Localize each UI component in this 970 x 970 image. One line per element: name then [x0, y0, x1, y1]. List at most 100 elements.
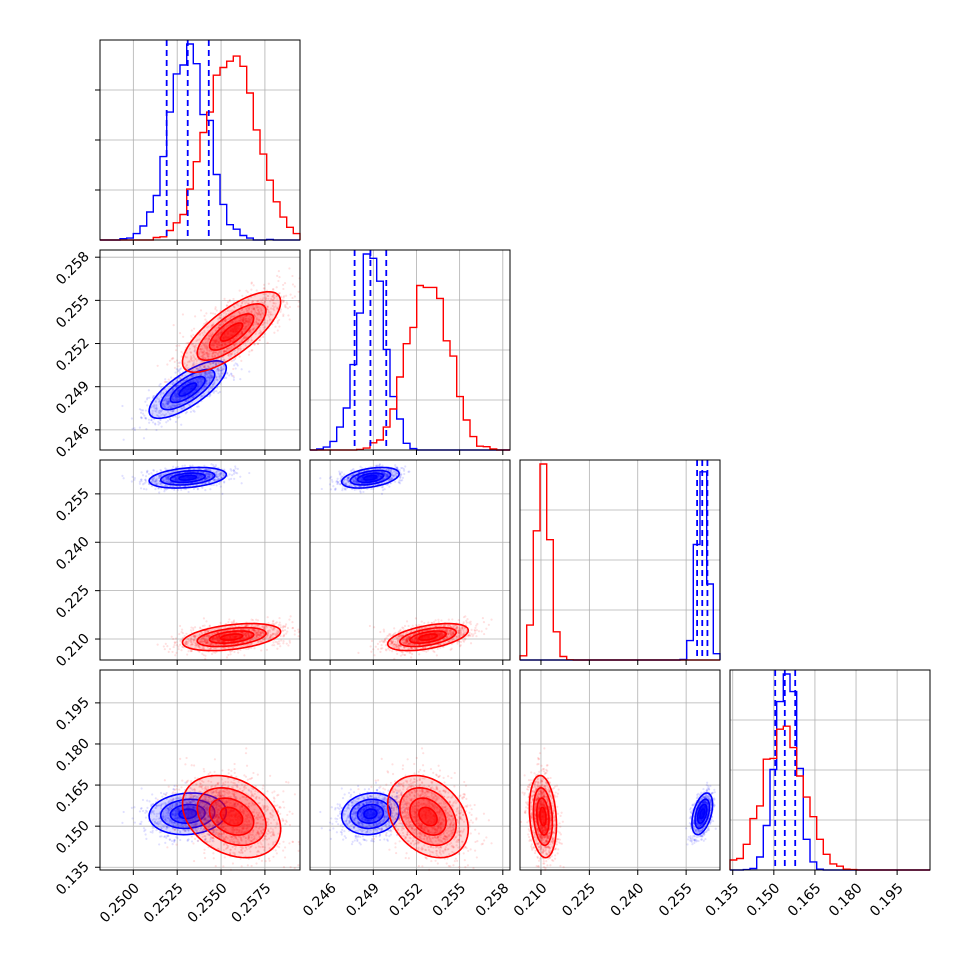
- scatter-point: [230, 469, 233, 472]
- scatter-point: [232, 367, 235, 371]
- scatter-point: [181, 632, 185, 635]
- scatter-point: [174, 396, 177, 399]
- scatter-point: [279, 310, 282, 313]
- scatter-point: [167, 401, 170, 404]
- scatter-point: [275, 286, 278, 289]
- scatter-point: [205, 381, 208, 385]
- scatter-point: [236, 467, 239, 470]
- scatter-point: [178, 369, 181, 372]
- scatter-point: [239, 475, 242, 478]
- scatter-point: [205, 380, 208, 383]
- scatter-point: [210, 374, 214, 378]
- scatter-point: [209, 374, 212, 377]
- scatter-point: [285, 632, 288, 635]
- scatter-point: [164, 378, 167, 381]
- scatter-point: [178, 415, 181, 419]
- panel-3-2: [520, 670, 720, 870]
- scatter-point: [175, 651, 178, 654]
- scatter-point: [183, 379, 186, 382]
- scatter-point: [193, 380, 196, 383]
- scatter-point: [153, 403, 156, 406]
- scatter-point: [276, 320, 279, 323]
- scatter-point: [277, 623, 280, 626]
- scatter-point: [163, 380, 166, 383]
- scatter-point: [282, 287, 285, 291]
- panel-2-2: [520, 460, 720, 660]
- scatter-point: [153, 404, 156, 407]
- scatter-point: [266, 341, 269, 344]
- scatter-point: [266, 616, 269, 619]
- scatter-point: [180, 488, 183, 492]
- scatter-point: [201, 486, 204, 490]
- scatter-point: [189, 410, 193, 413]
- scatter-point: [214, 307, 217, 311]
- scatter-point: [203, 624, 206, 627]
- scatter-point: [225, 376, 228, 379]
- scatter-point: [148, 396, 151, 399]
- scatter-point: [210, 376, 213, 379]
- scatter-point: [159, 409, 162, 412]
- scatter-point: [178, 388, 181, 392]
- scatter-point: [144, 400, 147, 403]
- scatter-point: [174, 393, 178, 397]
- scatter-point: [211, 312, 215, 315]
- scatter-point: [154, 407, 158, 410]
- scatter-point: [238, 355, 241, 358]
- scatter-point: [187, 394, 190, 397]
- scatter-point: [218, 390, 222, 394]
- scatter-point: [184, 412, 187, 415]
- scatter-point: [170, 413, 173, 416]
- scatter-point: [159, 469, 163, 472]
- scatter-point: [153, 422, 157, 425]
- scatter-point: [193, 410, 196, 413]
- scatter-point: [133, 427, 136, 430]
- scatter-point: [195, 387, 198, 390]
- scatter-point: [139, 478, 143, 481]
- scatter-point: [167, 650, 170, 653]
- scatter-point: [238, 289, 241, 292]
- scatter-point: [196, 381, 199, 384]
- scatter-point: [291, 296, 294, 300]
- scatter-point: [206, 374, 209, 377]
- scatter-point: [177, 398, 180, 402]
- scatter-point: [297, 628, 300, 631]
- scatter-point: [214, 363, 217, 366]
- scatter-point: [194, 389, 197, 392]
- scatter-point: [214, 361, 218, 365]
- scatter-point: [200, 379, 203, 383]
- scatter-point: [169, 406, 172, 409]
- scatter-point: [220, 369, 223, 372]
- scatter-point: [209, 376, 212, 379]
- scatter-point: [203, 322, 206, 325]
- scatter-point: [207, 382, 210, 385]
- scatter-point: [252, 284, 255, 287]
- scatter-point: [220, 358, 223, 361]
- scatter-point: [200, 394, 203, 398]
- scatter-point: [209, 488, 212, 491]
- scatter-point: [178, 403, 181, 407]
- scatter-point: [286, 307, 290, 310]
- scatter-point: [144, 417, 148, 420]
- scatter-point: [173, 392, 176, 395]
- scatter-point: [288, 318, 291, 321]
- scatter-point: [202, 617, 206, 620]
- scatter-point: [232, 297, 235, 301]
- scatter-point: [160, 425, 163, 428]
- scatter-point: [221, 492, 224, 495]
- scatter-point: [175, 367, 178, 371]
- scatter-point: [139, 416, 143, 419]
- scatter-point: [140, 417, 143, 420]
- scatter-point: [173, 360, 176, 363]
- scatter-point: [214, 651, 217, 654]
- scatter-point: [208, 395, 211, 398]
- scatter-point: [282, 314, 285, 318]
- scatter-point: [173, 488, 176, 492]
- scatter-point: [150, 472, 153, 475]
- scatter-point: [141, 474, 145, 477]
- scatter-point: [219, 366, 222, 369]
- scatter-point: [199, 380, 202, 384]
- scatter-point: [204, 374, 207, 377]
- scatter-point: [206, 376, 209, 379]
- scatter-point: [154, 488, 157, 491]
- scatter-point: [171, 404, 174, 407]
